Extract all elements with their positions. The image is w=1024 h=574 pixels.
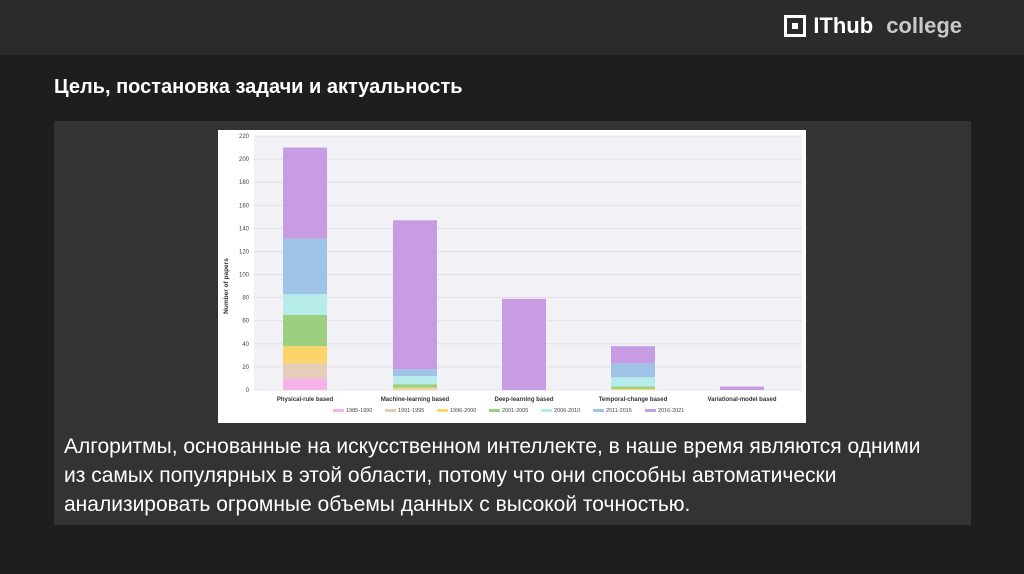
y-tick-label: 220: [239, 134, 250, 140]
y-tick-label: 60: [242, 319, 249, 325]
legend-label: 2001-2005: [502, 408, 528, 414]
bar-segment: [393, 369, 437, 377]
y-tick-label: 180: [239, 180, 250, 186]
x-tick-label: Deep-learning based: [494, 397, 553, 403]
bar-segment: [393, 376, 437, 385]
bar-segment: [283, 147, 327, 239]
legend-label: 2011-2015: [606, 408, 632, 414]
y-tick-label: 80: [242, 296, 249, 302]
logo-sub-text: college: [886, 13, 962, 38]
legend-swatch: [385, 409, 396, 412]
x-tick-label: Physical-rule based: [277, 397, 334, 403]
bar-segment: [611, 346, 655, 364]
chart-container: Number of papers 0 20 40 60 80 100 120 140 160 18…: [218, 130, 806, 423]
y-tick-label: 20: [242, 365, 249, 371]
x-tick-label: Variational-model based: [707, 397, 776, 403]
bar-segment: [611, 377, 655, 387]
legend-swatch: [489, 409, 500, 412]
bar-segment: [283, 238, 327, 295]
legend-swatch: [437, 409, 448, 412]
stacked-bar-chart: Number of papers 0 20 40 60 80 100 120 140 160 18…: [223, 134, 802, 414]
x-tick-label: Machine-learning based: [381, 397, 450, 403]
x-tick-label: Temporal-change based: [599, 397, 668, 403]
y-tick-label: 100: [239, 273, 250, 279]
legend-label: 1985-1990: [346, 408, 372, 414]
bar-segment: [393, 220, 437, 370]
bar-segment: [283, 346, 327, 364]
legend-swatch: [593, 409, 604, 412]
logo-main-text: IThub: [813, 13, 874, 38]
bar-segment: [283, 363, 327, 379]
bar-segment: [393, 387, 437, 389]
brand-logo: IThub college: [784, 13, 962, 39]
bar-segment: [393, 384, 437, 388]
legend-swatch: [541, 409, 552, 412]
bar-segment: [611, 386, 655, 389]
bar-segment: [502, 298, 546, 390]
y-tick-label: 160: [239, 203, 250, 209]
legend-label: 2016-2021: [658, 408, 684, 414]
bar-segment: [283, 314, 327, 347]
bar-segment: [393, 388, 437, 390]
y-tick-label: 200: [239, 157, 250, 163]
y-tick-label: 120: [239, 249, 250, 255]
legend-label: 1991-1995: [398, 408, 424, 414]
bar-segment: [611, 388, 655, 390]
slide-title: Цель, постановка задачи и актуальность: [54, 76, 463, 98]
bar-segment: [611, 363, 655, 378]
legend-label: 2006-2010: [554, 408, 580, 414]
square-logo-icon: [784, 15, 807, 37]
bar-segment: [283, 378, 327, 390]
y-tick-label: 40: [242, 342, 249, 348]
y-tick-label: 0: [246, 388, 250, 394]
y-tick-label: 140: [239, 226, 250, 232]
top-bar: IThub college: [0, 0, 1024, 55]
legend-label: 1996-2000: [450, 408, 476, 414]
legend-swatch: [645, 409, 656, 412]
bar-segment: [283, 294, 327, 315]
slide-body-text: Алгоритмы, основанные на искусственном и…: [64, 435, 921, 516]
bar-segment: [720, 386, 764, 390]
legend-swatch: [333, 409, 344, 412]
y-axis-label: Number of papers: [223, 258, 230, 314]
